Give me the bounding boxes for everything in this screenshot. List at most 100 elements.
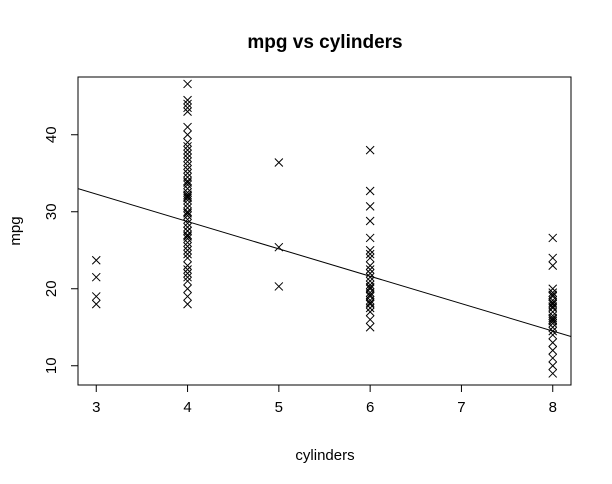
y-tick-label: 30 [43,203,60,220]
data-point [183,138,192,147]
data-point [365,253,375,263]
data-point [548,338,558,348]
data-point [548,253,558,263]
regression-line-group [78,188,571,337]
data-point [548,330,558,340]
data-point [548,315,558,324]
data-point [183,234,192,244]
data-point [548,299,558,309]
data-point [548,326,558,336]
data-point [365,186,375,196]
data-point [183,107,192,117]
data-point [183,265,192,274]
data-point [365,299,375,309]
data-point [183,180,192,190]
data-point [365,249,375,259]
data-point [548,233,558,243]
data-point [183,149,192,159]
data-point [183,130,192,140]
data-point [183,153,192,163]
x-axis-label: cylinders [295,447,354,464]
data-point [365,268,375,278]
data-point [365,272,375,282]
data-point [183,145,192,155]
data-point [183,218,192,228]
data-point [183,215,192,224]
x-tick-label: 5 [275,399,283,416]
data-point [548,322,558,332]
data-point [365,245,375,255]
data-points [91,79,558,378]
data-point [183,249,192,259]
data-point [548,292,558,301]
data-point [548,369,558,378]
data-point [183,178,192,187]
data-point [274,158,284,167]
data-point [183,95,192,105]
x-tick-label: 6 [366,399,374,416]
data-point [183,208,192,218]
data-point [548,302,558,311]
data-point [548,316,558,326]
data-point [183,99,192,109]
data-point [183,245,192,255]
data-point [183,284,192,294]
data-point [548,353,558,363]
data-point [365,307,375,317]
data-point [91,292,101,301]
data-point [365,276,375,286]
data-point [548,345,558,355]
data-point [183,211,192,220]
data-point [91,255,101,265]
data-point [183,242,192,251]
chart-title: mpg vs cylinders [247,32,402,53]
data-point [183,230,192,240]
data-point [274,242,284,252]
data-point [365,292,375,301]
data-point [365,261,375,271]
data-point [183,238,192,247]
x-tick-label: 4 [183,399,191,416]
data-point [548,361,558,371]
regression-line [78,188,571,337]
x-tick-label: 7 [457,399,465,416]
data-point [365,145,375,155]
data-point [365,290,375,300]
x-axis: 3 4 5 6 7 8 [92,385,557,416]
data-point [183,193,192,203]
x-tick-label: 8 [549,399,557,416]
data-point [183,292,192,301]
data-point [365,265,375,274]
plot-frame [77,76,572,386]
data-point [183,191,192,201]
data-point [91,272,101,282]
data-point [183,157,192,167]
data-point [183,79,192,89]
data-point [365,315,375,324]
data-point [91,299,101,309]
y-tick-label: 10 [43,357,60,374]
data-point [183,207,192,217]
data-point [183,190,192,200]
data-point [183,232,192,241]
data-point [365,284,375,294]
x-tick-label: 3 [92,399,100,416]
data-point [274,282,284,291]
y-axis-label: mpg [7,216,24,245]
data-point [183,176,192,186]
data-point [183,161,192,170]
data-point [365,298,375,307]
data-point [365,233,375,243]
data-point [365,322,375,332]
y-tick-label: 20 [43,280,60,297]
data-point [365,280,375,290]
data-point [548,290,558,300]
y-tick-label: 40 [43,126,60,143]
data-point [183,253,192,263]
data-point [183,276,192,286]
data-point [548,298,558,307]
data-point [183,272,192,282]
data-point [183,168,192,178]
data-point [548,284,558,294]
